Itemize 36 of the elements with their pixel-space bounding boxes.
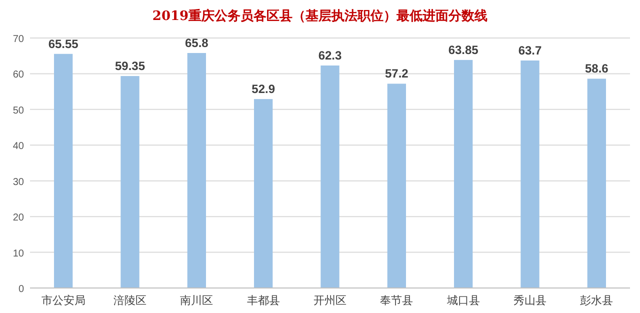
- x-tick-label: 南川区: [180, 294, 214, 307]
- x-tick-label: 奉节县: [380, 294, 414, 307]
- bar: [387, 84, 406, 288]
- data-label: 62.3: [318, 48, 342, 62]
- data-label: 65.8: [184, 36, 209, 50]
- y-tick-label: 10: [12, 248, 24, 260]
- data-label: 57.2: [384, 66, 409, 81]
- bar: [120, 76, 140, 288]
- x-tick-label: 丰都县: [246, 294, 280, 307]
- x-tick-label: 彭水县: [580, 294, 614, 307]
- data-label: 59.35: [114, 59, 146, 74]
- x-tick-label: 秀山县: [514, 294, 546, 307]
- chart-title: 2019重庆公务员各区县（基层执法职位）最低进面分数线: [152, 8, 488, 24]
- data-label: 52.9: [252, 82, 276, 96]
- data-label: 63.7: [518, 44, 542, 58]
- y-tick-label: 70: [12, 34, 24, 45]
- y-tick-label: 40: [12, 141, 24, 152]
- bar: [320, 66, 340, 288]
- y-tick-label: 50: [12, 105, 24, 116]
- x-tick-label: 市公安局: [41, 294, 86, 307]
- y-tick-label: 30: [12, 176, 24, 188]
- x-tick-label: 城口县: [446, 294, 480, 307]
- x-tick-label: 涪陵区: [114, 294, 146, 307]
- y-tick-label: 20: [12, 212, 24, 224]
- bar: [54, 54, 73, 288]
- x-tick-label: 开州区: [314, 294, 346, 307]
- bar: [187, 53, 206, 288]
- y-tick-label: 60: [12, 70, 24, 81]
- bar: [254, 99, 273, 288]
- data-label: 58.6: [584, 62, 609, 76]
- bar: [454, 60, 473, 288]
- y-tick-label: 0: [18, 284, 24, 295]
- bar: [520, 60, 540, 288]
- data-label: 63.85: [448, 42, 479, 57]
- data-label: 65.55: [48, 36, 79, 51]
- bar: [587, 78, 606, 288]
